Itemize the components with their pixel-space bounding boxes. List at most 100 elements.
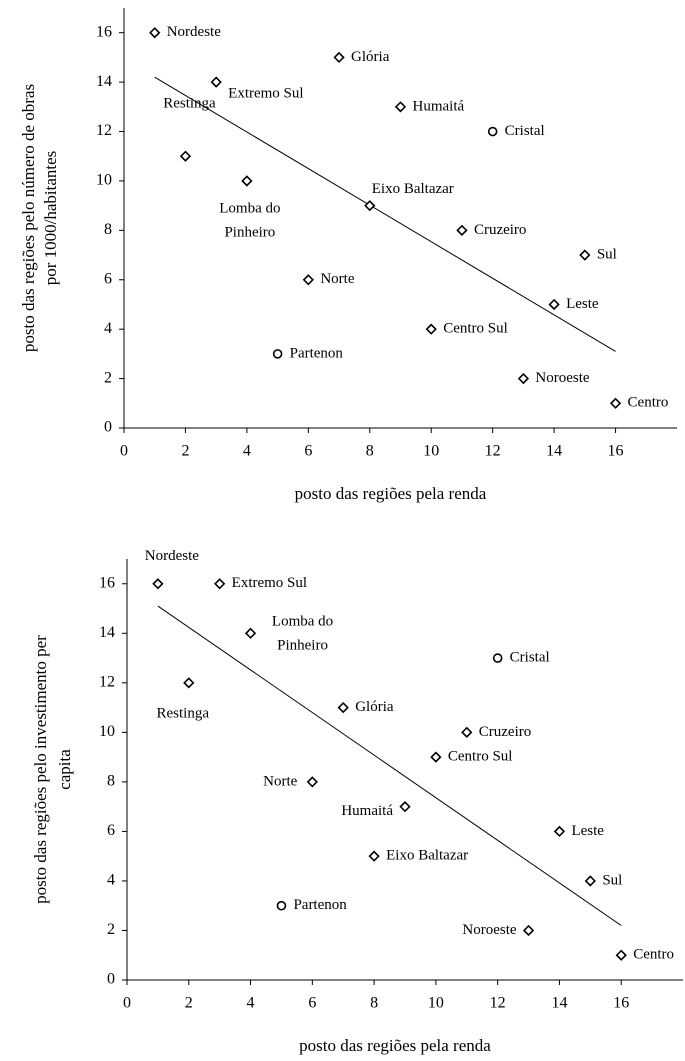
y-tick-label: 10 <box>96 172 112 189</box>
point <box>615 949 627 961</box>
point <box>487 126 498 137</box>
trend-line <box>154 76 616 352</box>
point-label: Sul <box>602 872 622 888</box>
point <box>179 150 192 162</box>
point-label: Pinheiro <box>224 224 275 240</box>
trend-line <box>157 605 622 926</box>
y-axis-title: por 1000/habitantes <box>41 151 60 286</box>
point <box>183 677 195 689</box>
x-tick-label: 10 <box>423 443 439 460</box>
point <box>337 701 349 714</box>
x-tick-label: 6 <box>308 995 316 1012</box>
x-tick-label: 16 <box>613 995 629 1012</box>
point-label: Restinga <box>157 705 210 721</box>
y-tick-label: 8 <box>104 221 112 238</box>
point <box>579 249 591 261</box>
point <box>584 875 596 887</box>
x-tick-label: 4 <box>247 995 255 1012</box>
point-label: Centro Sul <box>448 749 513 765</box>
point-label: Leste <box>566 296 599 312</box>
x-tick-label: 12 <box>490 995 506 1012</box>
point-label: Pinheiro <box>277 638 328 654</box>
point <box>333 51 345 64</box>
y-tick-label: 12 <box>96 122 112 139</box>
x-tick-label: 14 <box>546 443 562 460</box>
point <box>214 578 226 590</box>
y-tick-label: 2 <box>104 369 112 386</box>
point-label: Leste <box>571 823 604 839</box>
point-label: Cruzeiro <box>479 724 531 740</box>
y-tick-label: 16 <box>96 23 112 40</box>
point-label: Partenon <box>290 345 344 361</box>
point <box>461 726 473 738</box>
point <box>368 850 380 862</box>
point <box>244 627 257 639</box>
y-tick-label: 0 <box>107 971 115 988</box>
y-tick-label: 4 <box>104 320 112 337</box>
point <box>302 274 314 286</box>
point-label: Centro <box>628 395 669 411</box>
x-tick-label: 2 <box>181 443 189 460</box>
point <box>399 801 411 813</box>
x-tick-label: 2 <box>185 995 193 1012</box>
point <box>276 900 287 911</box>
y-tick-label: 0 <box>104 419 112 436</box>
point <box>517 372 530 385</box>
point-label: Centro Sul <box>443 321 508 337</box>
point-label: Cruzeiro <box>474 222 526 238</box>
point <box>456 224 468 236</box>
point-label: Humaitá <box>341 803 393 819</box>
x-tick-label: 4 <box>243 443 251 460</box>
y-tick-label: 8 <box>107 773 115 790</box>
point <box>430 751 442 763</box>
point-label: Humaitá <box>413 98 465 114</box>
x-tick-label: 8 <box>370 995 378 1012</box>
y-tick-label: 4 <box>107 872 115 889</box>
point-label: Partenon <box>293 897 347 913</box>
x-axis-title: posto das regiões pela renda <box>295 484 487 503</box>
y-tick-label: 10 <box>99 723 115 740</box>
point-label: Cristal <box>505 123 545 139</box>
point <box>425 323 437 335</box>
y-tick-label: 16 <box>99 574 115 591</box>
point-label: Sul <box>597 246 617 262</box>
point <box>553 825 566 838</box>
x-tick-label: 14 <box>551 995 567 1012</box>
point-label: Lomba do <box>272 614 333 630</box>
point <box>149 27 161 39</box>
y-tick-label: 14 <box>99 624 115 641</box>
point-label: Norte <box>263 773 297 789</box>
point-label: Lomba do <box>219 200 280 216</box>
point <box>522 924 535 937</box>
y-tick-label: 6 <box>107 822 115 839</box>
x-axis-title: posto das regiões pela renda <box>299 1036 491 1055</box>
point <box>394 101 407 113</box>
y-axis-title: capita <box>55 749 74 790</box>
point <box>492 653 503 663</box>
y-tick-label: 14 <box>96 73 112 90</box>
point-label: Nordeste <box>145 548 199 564</box>
x-tick-label: 8 <box>366 443 374 460</box>
point <box>306 776 318 788</box>
x-tick-label: 16 <box>608 443 624 460</box>
point <box>548 298 560 311</box>
point-label: Eixo Baltazar <box>372 181 454 197</box>
point-label: Cristal <box>510 649 550 665</box>
point-label: Noroeste <box>535 370 589 386</box>
x-tick-label: 10 <box>428 995 444 1012</box>
x-tick-label: 12 <box>485 443 501 460</box>
point-label: Glória <box>351 49 390 65</box>
point <box>364 200 376 212</box>
point <box>210 76 222 88</box>
y-tick-label: 12 <box>99 673 115 690</box>
point-label: Restinga <box>163 96 216 112</box>
point-label: Eixo Baltazar <box>386 848 468 864</box>
point-label: Centro <box>633 947 674 963</box>
point-label: Glória <box>355 699 394 715</box>
point <box>609 397 622 409</box>
x-tick-label: 0 <box>123 995 131 1012</box>
point <box>152 578 164 590</box>
point <box>272 349 283 359</box>
